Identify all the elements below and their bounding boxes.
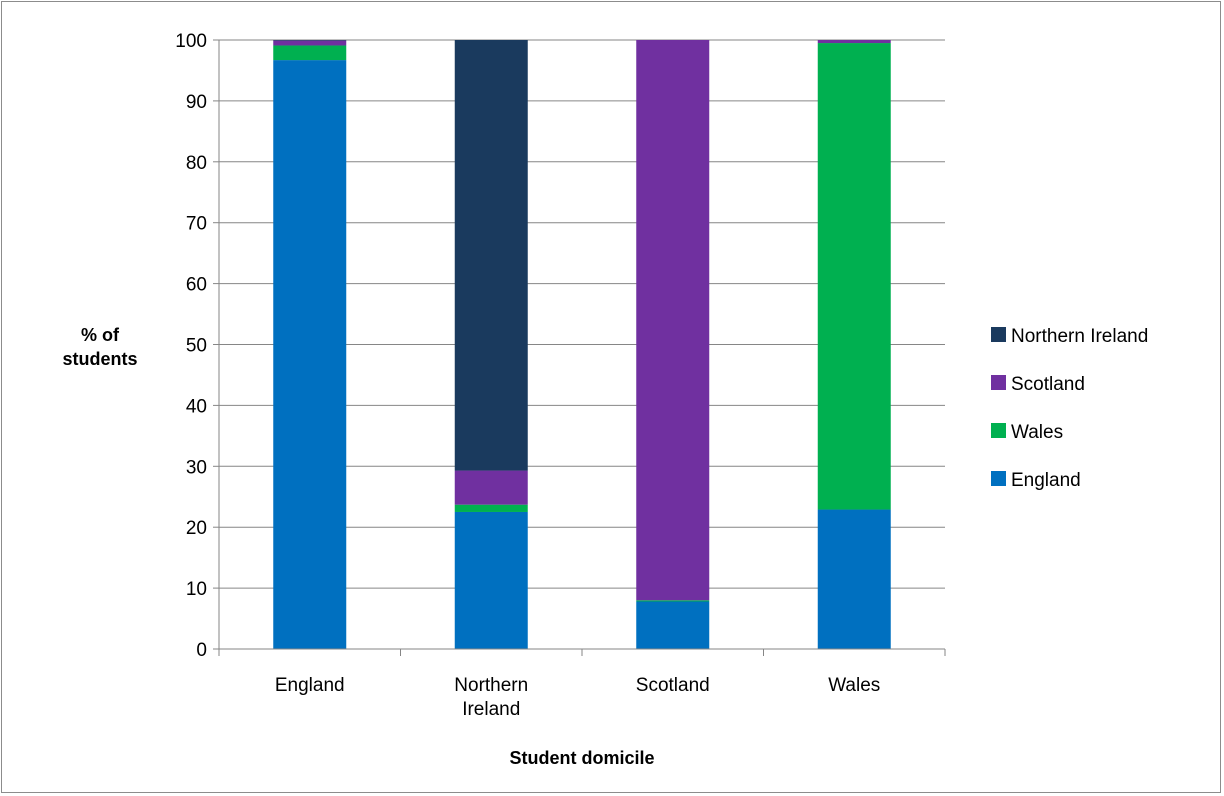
bar-segment xyxy=(636,600,710,602)
y-tick-label: 50 xyxy=(186,336,207,357)
y-tick-label: 0 xyxy=(196,640,207,661)
y-tick-label: 100 xyxy=(175,31,207,52)
legend-label: Northern Ireland xyxy=(1011,326,1148,347)
y-tick-labels: 0 10 20 30 40 50 60 70 80 90 100 xyxy=(175,31,207,661)
legend-swatch xyxy=(991,423,1006,438)
bar-segment xyxy=(454,511,528,649)
y-axis-title: % of students xyxy=(62,325,137,369)
bar-segment xyxy=(636,40,710,601)
x-tick-label: Scotland xyxy=(636,675,710,696)
legend-swatch xyxy=(991,327,1006,342)
legend-label: England xyxy=(1011,470,1081,491)
bar-segment xyxy=(454,504,528,512)
y-tick-label: 10 xyxy=(186,579,207,600)
x-tick-labels: England Northern Ireland Scotland Wales xyxy=(275,675,880,720)
bar-segment xyxy=(817,509,891,649)
x-tick-label: England xyxy=(275,675,345,696)
bar-segment xyxy=(636,601,710,649)
axes xyxy=(218,40,946,656)
y-tick-label: 90 xyxy=(186,92,207,113)
bar-segment xyxy=(454,470,528,505)
legend-label: Wales xyxy=(1011,422,1063,443)
y-tick-label: 80 xyxy=(186,153,207,174)
x-tick-label: Wales xyxy=(828,675,880,696)
y-tick-label: 70 xyxy=(186,214,207,235)
bar-segment xyxy=(273,40,347,41)
y-tick-label: 60 xyxy=(186,275,207,296)
bar-series xyxy=(273,40,891,650)
legend-swatch xyxy=(991,471,1006,486)
bar-segment xyxy=(273,45,347,61)
bar-segment xyxy=(273,60,347,650)
y-tick-label: 30 xyxy=(186,457,207,478)
legend-swatch xyxy=(991,375,1006,390)
legend-label: Scotland xyxy=(1011,374,1085,395)
x-tick-label: Northern Ireland xyxy=(454,675,528,720)
y-tick-label: 20 xyxy=(186,518,207,539)
x-axis-title: Student domicile xyxy=(509,748,654,768)
bar-segment xyxy=(817,43,891,510)
bar-segment xyxy=(454,40,528,471)
bar-segment xyxy=(273,40,347,46)
y-tick-label: 40 xyxy=(186,396,207,417)
bar-segment xyxy=(817,40,891,44)
legend: Northern Ireland Scotland Wales England xyxy=(991,326,1148,491)
